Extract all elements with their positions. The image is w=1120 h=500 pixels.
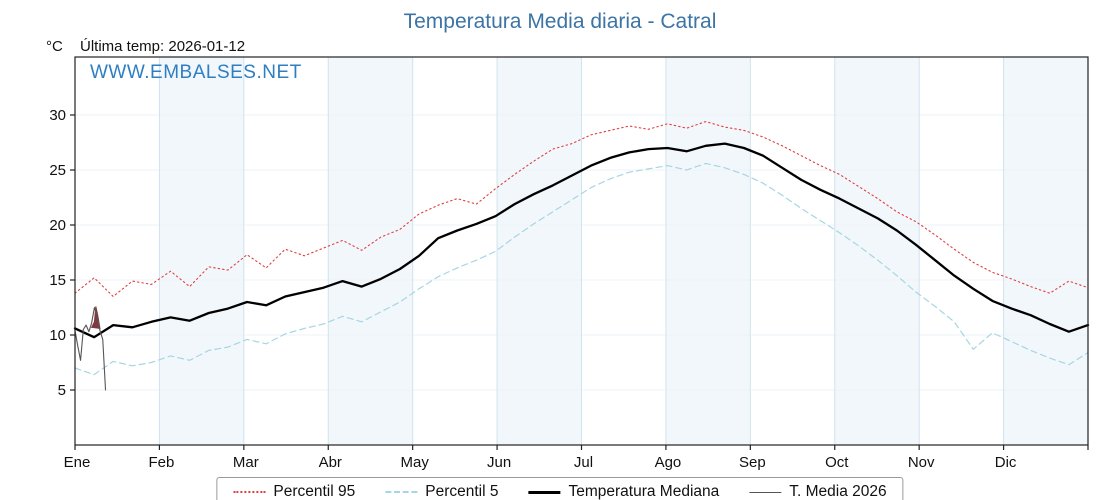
svg-text:Jun: Jun: [487, 454, 511, 471]
mediana-swatch-icon: [528, 490, 561, 494]
legend-label: T. Media 2026: [789, 483, 887, 500]
legend-item-media-2026: T. Media 2026: [749, 483, 887, 500]
svg-text:20: 20: [49, 217, 66, 234]
percentil-95-swatch-icon: [233, 491, 266, 493]
percentil-5-swatch-icon: [385, 491, 418, 493]
last-temp-label: Última temp: 2026-01-12: [80, 38, 246, 55]
svg-text:Sep: Sep: [739, 454, 766, 471]
media-2026-swatch-icon: [749, 491, 782, 493]
y-axis-unit-label: °C: [46, 38, 63, 55]
legend-label: Percentil 5: [425, 483, 499, 500]
svg-text:Ene: Ene: [64, 454, 91, 471]
chart-title: Temperatura Media diaria - Catral: [403, 10, 717, 33]
svg-text:May: May: [400, 454, 429, 471]
legend-label: Percentil 95: [273, 483, 356, 500]
svg-text:10: 10: [49, 327, 66, 344]
svg-text:Abr: Abr: [319, 454, 342, 471]
svg-text:Oct: Oct: [825, 454, 849, 471]
svg-text:30: 30: [49, 107, 66, 124]
legend-item-percentil-5: Percentil 5: [385, 483, 498, 500]
svg-text:Nov: Nov: [908, 454, 935, 471]
svg-text:Dic: Dic: [995, 454, 1017, 471]
watermark: WWW.EMBALSES.NET: [90, 62, 302, 83]
legend-label: Temperatura Mediana: [568, 483, 720, 500]
temperature-chart: 5 10 15 20 25 30 Ene Feb Mar Abr May Jun Jul Ago Sep Oc…: [49, 56, 1090, 471]
legend-item-percentil-95: Percentil 95: [233, 483, 355, 500]
svg-text:Feb: Feb: [148, 454, 174, 471]
svg-text:25: 25: [49, 162, 66, 179]
svg-text:Jul: Jul: [574, 454, 593, 471]
svg-text:Mar: Mar: [233, 454, 259, 471]
svg-text:15: 15: [49, 272, 66, 289]
legend-item-mediana: Temperatura Mediana: [528, 483, 719, 500]
legend: Percentil 95 Percentil 5 Temperatura Med…: [216, 477, 904, 500]
svg-text:5: 5: [58, 382, 66, 399]
svg-text:Ago: Ago: [655, 454, 682, 471]
